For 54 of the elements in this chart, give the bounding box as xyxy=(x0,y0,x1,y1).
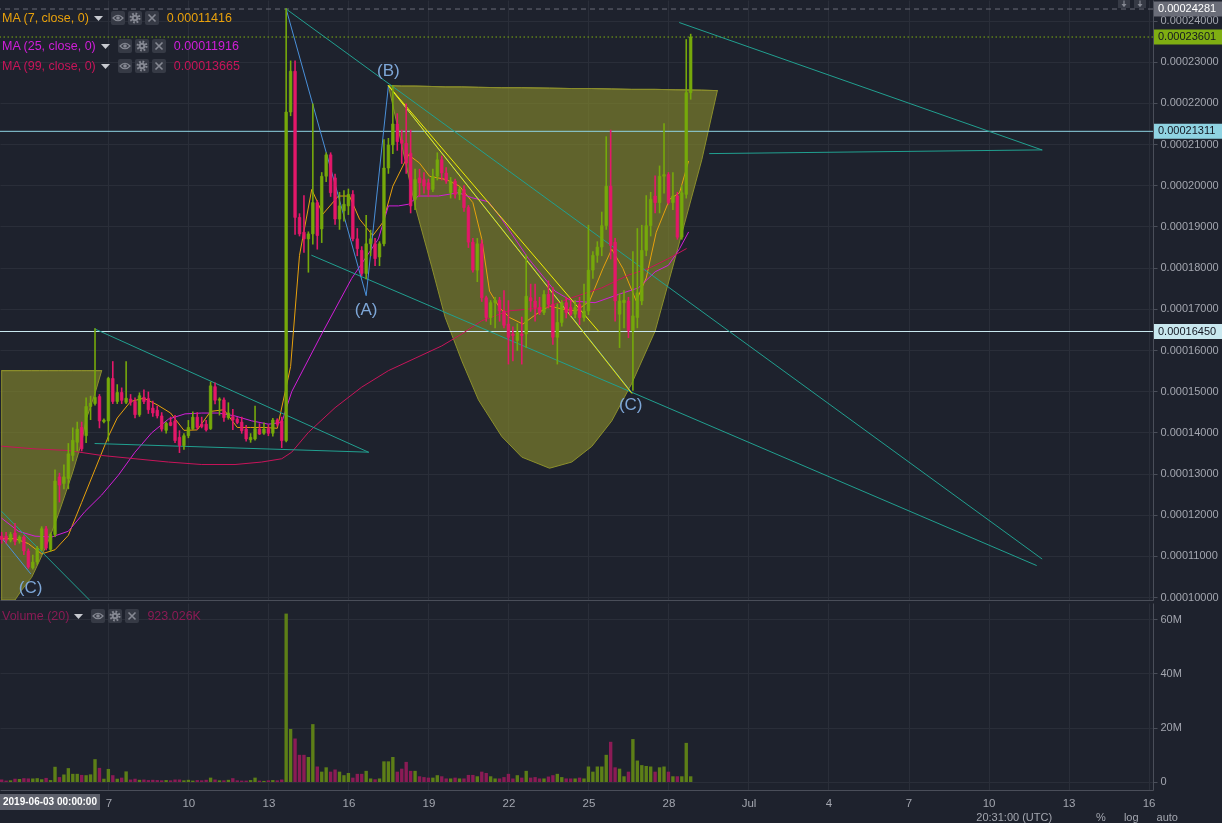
x-tick-label: 10 xyxy=(182,796,196,809)
y-tick-label: 0 xyxy=(1160,775,1167,788)
y-tick-label: 40M xyxy=(1160,666,1182,679)
y-tick-label: 0.00010000 xyxy=(1160,590,1219,603)
text: MA (7, close, 0) xyxy=(2,11,89,26)
ref-line-label: 0.00021311 xyxy=(1158,124,1216,137)
x-tick-label: 16 xyxy=(1142,796,1156,809)
y-tick-label: 0.00016000 xyxy=(1160,343,1219,356)
annotation: 0.00011916 xyxy=(173,39,239,54)
y-tick-label: 0.00020000 xyxy=(1160,178,1219,191)
x-tick-label: 19 xyxy=(422,796,436,809)
y-tick-label: 0.00021000 xyxy=(1160,137,1219,150)
y-tick-label: 0.00022000 xyxy=(1160,96,1219,109)
x-tick-label: 10 xyxy=(982,796,996,809)
annotation: (B) xyxy=(377,60,400,80)
y-tick-label: 20M xyxy=(1160,721,1182,734)
annotation: (C) xyxy=(18,577,43,597)
annotation: 923.026K xyxy=(147,609,201,623)
annotation: 0.00013665 xyxy=(173,59,240,74)
x-tick-label: 22 xyxy=(502,796,516,809)
text: MA (25, close, 0) xyxy=(2,39,96,54)
text: log xyxy=(1123,811,1139,823)
y-tick-label: 0.00015000 xyxy=(1160,384,1219,397)
text: 20:31:00 (UTC) xyxy=(976,811,1053,823)
annotation: (A) xyxy=(354,299,378,319)
x-tick-label: 7 xyxy=(905,796,913,809)
annotation: (C) xyxy=(618,395,643,415)
y-tick-label: 0.00019000 xyxy=(1160,219,1219,232)
x-tick-label: Jul xyxy=(741,796,757,809)
y-tick-label: 0.00024000 xyxy=(1160,14,1219,27)
x-tick-label: 7 xyxy=(105,796,113,809)
x-tick-label: 16 xyxy=(342,796,356,809)
annotation: 0.00011416 xyxy=(166,11,232,26)
y-tick-label: 0.00014000 xyxy=(1160,425,1219,438)
y-tick-label: 0.00017000 xyxy=(1160,302,1219,315)
y-tick-label: 0.00023000 xyxy=(1160,55,1219,68)
ref-line-label: 0.00024281 xyxy=(1158,2,1217,15)
y-tick-label: 60M xyxy=(1160,612,1182,625)
y-tick-label: 0.00018000 xyxy=(1160,261,1219,274)
x-tick-label: 25 xyxy=(582,796,596,809)
text: 2019-06-03 00:00:00 xyxy=(0,794,100,810)
y-tick-label: 0.00011000 xyxy=(1160,549,1218,562)
x-tick-label: 4 xyxy=(825,796,833,809)
text: MA (99, close, 0) xyxy=(2,59,96,74)
text: % xyxy=(1096,811,1106,823)
y-tick-label: 0.00012000 xyxy=(1160,508,1219,521)
text: auto xyxy=(1156,811,1178,823)
x-tick-label: 13 xyxy=(262,796,276,809)
ref-line-label: 0.00023601 xyxy=(1158,30,1217,43)
y-tick-label: 0.00013000 xyxy=(1160,467,1219,480)
ref-line-label: 0.00016450 xyxy=(1158,324,1217,337)
x-tick-label: 13 xyxy=(1062,796,1076,809)
x-tick-label: 28 xyxy=(662,796,676,809)
text: Volume (20) xyxy=(2,609,70,623)
